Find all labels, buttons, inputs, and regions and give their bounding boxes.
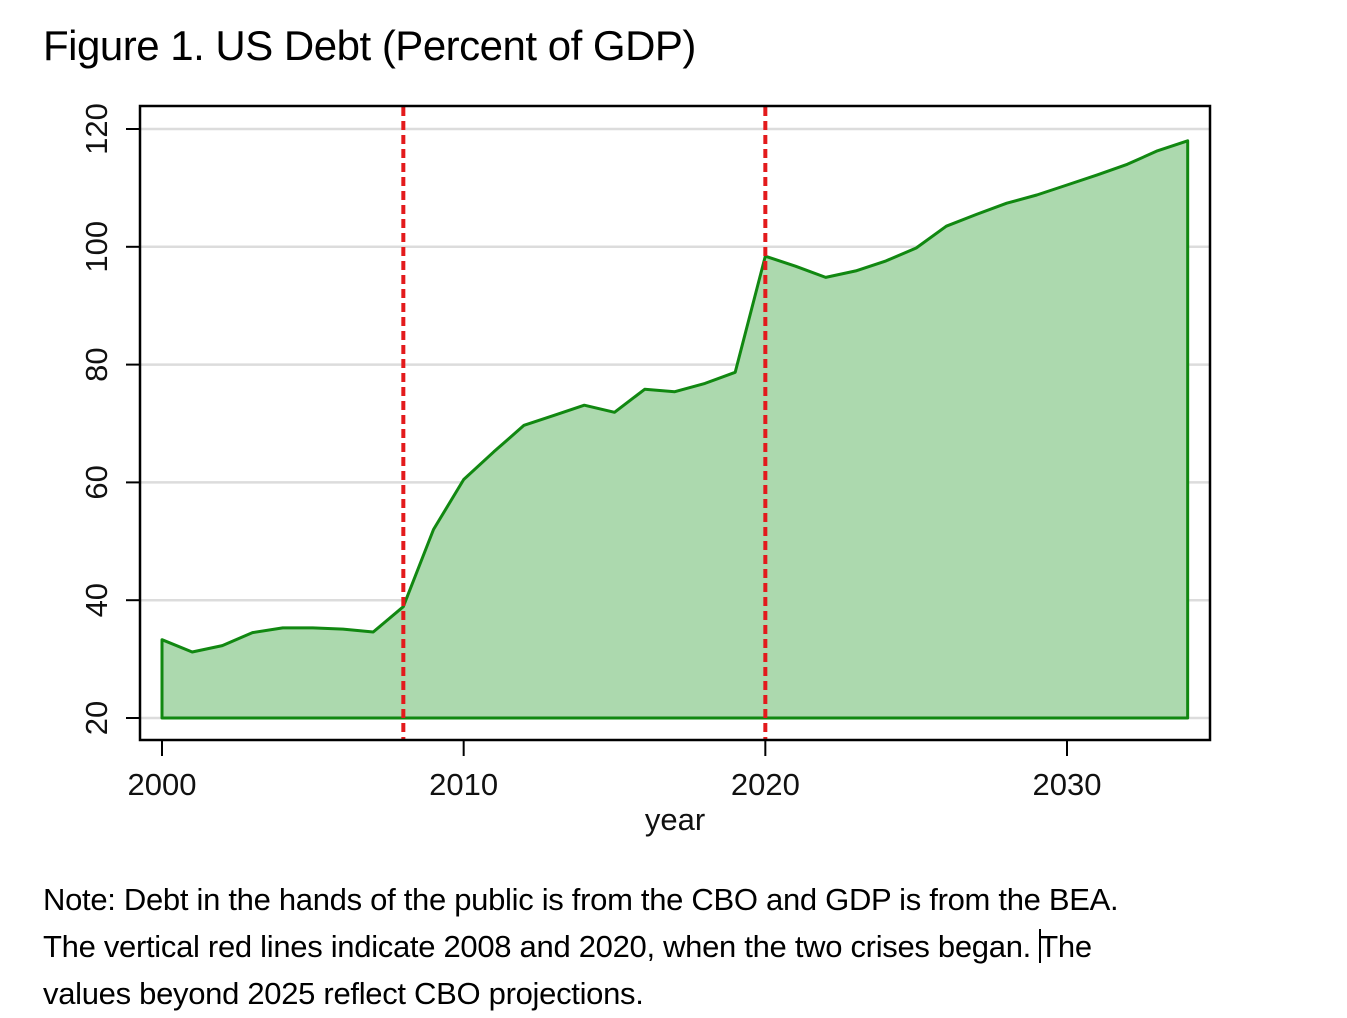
y-tick-label-40: 40 (79, 583, 114, 617)
figure-title: Figure 1. US Debt (Percent of GDP) (43, 22, 696, 69)
y-tick-label-80: 80 (79, 347, 114, 381)
y-tick-label-100: 100 (79, 221, 114, 273)
x-tick-label-2000: 2000 (128, 767, 197, 802)
area-fill (160, 139, 1190, 720)
note-line-2-tail: The (1039, 929, 1092, 964)
note-line-2-text: The vertical red lines indicate 2008 and… (43, 929, 1040, 964)
text-cursor (1039, 929, 1042, 963)
note-line-3: values beyond 2025 reflect CBO projectio… (43, 976, 644, 1011)
x-axis-title: year (645, 802, 705, 837)
debt-area-chart: 20 40 60 80 100 120 2000 2010 2020 2030 year (79, 103, 1212, 837)
x-tick-label-2020: 2020 (731, 767, 800, 802)
note-line-1: Note: Debt in the hands of the public is… (43, 882, 1119, 917)
x-tick-label-2010: 2010 (429, 767, 498, 802)
crisis-lines (401, 107, 768, 740)
y-tick-label-120: 120 (79, 103, 114, 155)
plot-frame (138, 104, 1212, 742)
note-line-2[interactable]: The vertical red lines indicate 2008 and… (43, 923, 1343, 970)
y-axis: 20 40 60 80 100 120 (79, 103, 140, 735)
figure-note: Note: Debt in the hands of the public is… (43, 876, 1343, 1017)
x-tick-label-2030: 2030 (1033, 767, 1102, 802)
area-series (160, 139, 1190, 720)
y-tick-label-20: 20 (79, 701, 114, 735)
y-tick-label-60: 60 (79, 465, 114, 499)
x-axis: 2000 2010 2020 2030 (128, 740, 1102, 802)
